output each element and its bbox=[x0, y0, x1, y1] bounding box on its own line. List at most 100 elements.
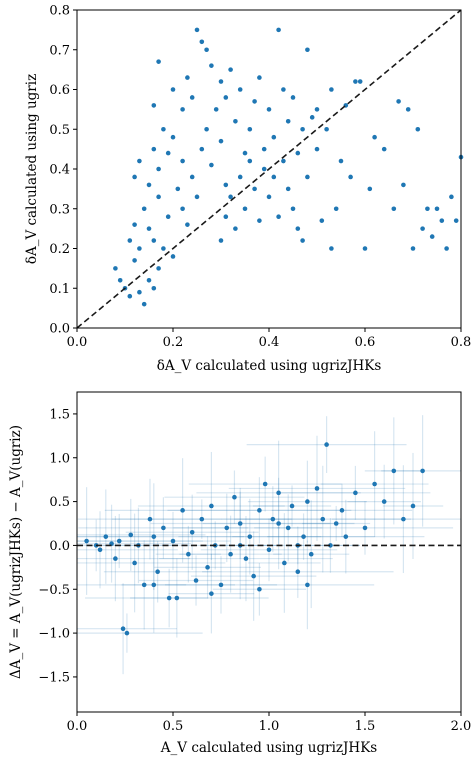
data-point bbox=[161, 126, 166, 132]
data-point bbox=[223, 214, 229, 219]
y-tick-label: 0.4 bbox=[49, 163, 70, 178]
data-point bbox=[353, 490, 358, 496]
data-point bbox=[415, 126, 421, 132]
data-point bbox=[170, 254, 176, 259]
data-point bbox=[348, 174, 353, 180]
data-point bbox=[120, 626, 126, 632]
data-point bbox=[362, 525, 368, 531]
data-point bbox=[84, 538, 89, 544]
data-point bbox=[151, 582, 157, 588]
data-point bbox=[329, 246, 334, 251]
data-point bbox=[305, 174, 310, 180]
y-tick-label: 0.1 bbox=[49, 282, 70, 297]
data-point bbox=[252, 99, 257, 104]
top-scatter-points bbox=[113, 27, 464, 307]
data-point bbox=[194, 194, 200, 200]
y-tick-label: 0.6 bbox=[49, 83, 70, 98]
data-point bbox=[257, 218, 262, 223]
data-point bbox=[290, 95, 296, 100]
data-point bbox=[165, 150, 171, 156]
data-point bbox=[161, 246, 166, 251]
data-point bbox=[224, 525, 230, 531]
data-point bbox=[180, 206, 185, 212]
data-point bbox=[103, 534, 109, 539]
data-point bbox=[410, 503, 416, 509]
data-point bbox=[233, 119, 238, 124]
data-point bbox=[199, 516, 205, 522]
data-point bbox=[290, 206, 296, 212]
data-point bbox=[276, 27, 281, 33]
data-point bbox=[209, 503, 214, 509]
data-point bbox=[401, 516, 406, 522]
data-point bbox=[333, 206, 339, 212]
data-point bbox=[209, 162, 214, 168]
data-point bbox=[174, 595, 180, 601]
data-point bbox=[242, 150, 248, 156]
bottom-y-axis-label: ΔA_V = A_V(ugrizJHKs) − A_V(ugriz) bbox=[8, 425, 24, 679]
data-point bbox=[170, 87, 176, 92]
data-point bbox=[146, 278, 152, 283]
data-point bbox=[257, 75, 262, 80]
bottom-scatter-points bbox=[84, 442, 425, 636]
data-point bbox=[357, 79, 363, 84]
data-point bbox=[247, 126, 253, 132]
data-point bbox=[186, 551, 191, 557]
data-point bbox=[243, 556, 249, 561]
data-point bbox=[285, 525, 291, 531]
data-point bbox=[233, 226, 238, 231]
data-point bbox=[124, 630, 130, 636]
data-point bbox=[353, 79, 358, 84]
data-point bbox=[161, 525, 166, 531]
x-tick-label: 0.2 bbox=[163, 335, 184, 350]
data-point bbox=[429, 234, 435, 239]
data-point bbox=[189, 95, 195, 100]
data-point bbox=[305, 582, 310, 588]
data-point bbox=[228, 551, 233, 557]
data-point bbox=[247, 158, 253, 164]
y-tick-label: −1.5 bbox=[38, 670, 70, 685]
data-point bbox=[300, 238, 305, 243]
data-point bbox=[116, 538, 122, 544]
data-point bbox=[295, 569, 301, 575]
data-point bbox=[339, 508, 345, 513]
data-point bbox=[204, 126, 209, 132]
data-point bbox=[147, 516, 153, 522]
data-point bbox=[204, 47, 209, 53]
x-tick-label: 1.5 bbox=[355, 719, 376, 734]
data-point bbox=[151, 146, 157, 152]
x-tick-label: 0.0 bbox=[67, 335, 88, 350]
bottom-scatter-panel: 0.0 0.5 1.0 1.5 2.0−1.5−1.0−0.50.00.51.01.5 … bbox=[8, 391, 471, 756]
data-point bbox=[401, 182, 406, 188]
data-point bbox=[165, 214, 171, 219]
data-point bbox=[242, 206, 248, 212]
data-point bbox=[262, 481, 268, 487]
data-point bbox=[324, 126, 329, 132]
data-point bbox=[282, 560, 287, 566]
y-tick-label: 0.7 bbox=[49, 43, 70, 58]
y-tick-label: 1.0 bbox=[49, 451, 70, 466]
data-point bbox=[453, 218, 459, 223]
data-point bbox=[132, 560, 137, 566]
y-tick-label: 0.2 bbox=[49, 242, 70, 257]
data-point bbox=[396, 99, 401, 104]
data-point bbox=[132, 222, 137, 227]
data-point bbox=[276, 521, 281, 526]
data-point bbox=[137, 246, 142, 251]
data-point bbox=[372, 134, 377, 140]
data-point bbox=[328, 543, 333, 548]
y-tick-label: 0.8 bbox=[49, 4, 70, 19]
data-point bbox=[128, 532, 134, 538]
bottom-x-axis-label: A_V calculated using ugrizJHKs bbox=[160, 740, 377, 756]
data-point bbox=[324, 442, 329, 447]
data-point bbox=[295, 226, 301, 231]
x-tick-label: 1.0 bbox=[259, 719, 280, 734]
data-point bbox=[320, 516, 326, 522]
data-point bbox=[117, 278, 123, 283]
data-point bbox=[194, 27, 200, 33]
data-point bbox=[218, 238, 224, 243]
data-point bbox=[309, 115, 315, 120]
y-tick-label: 1.5 bbox=[49, 407, 70, 422]
data-point bbox=[146, 226, 152, 231]
data-point bbox=[252, 186, 257, 192]
data-point bbox=[156, 59, 161, 64]
